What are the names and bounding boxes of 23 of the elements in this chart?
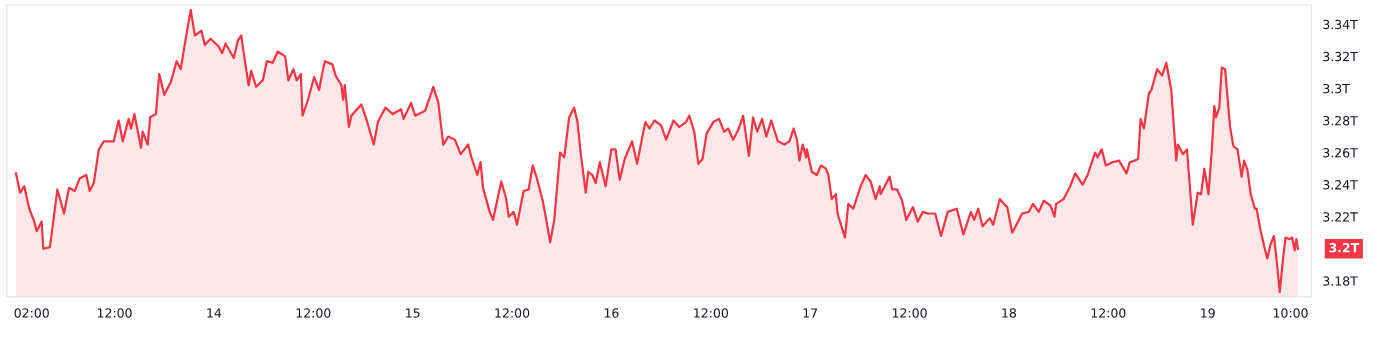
x-tick-label: 18 bbox=[1002, 308, 1017, 318]
y-tick-label: 3.18T bbox=[1323, 276, 1358, 286]
x-tick-label: 19 bbox=[1201, 308, 1215, 318]
y-tick-label: 3.32T bbox=[1323, 51, 1358, 62]
x-tick-label: 12:00 bbox=[694, 308, 728, 318]
x-tick-label: 12:00 bbox=[892, 308, 927, 318]
x-tick-label: 12:00 bbox=[495, 308, 530, 318]
x-tick-label: 12:00 bbox=[296, 308, 331, 318]
x-tick-label: 02:00 bbox=[14, 308, 49, 318]
x-tick-label: 12:00 bbox=[1091, 308, 1126, 318]
x-tick-label: 14 bbox=[207, 308, 222, 318]
x-tick-label: 17 bbox=[803, 308, 818, 318]
y-tick-label: 3.28T bbox=[1323, 115, 1358, 126]
y-tick-label: 3.26T bbox=[1323, 148, 1358, 158]
x-tick-label: 10:00 bbox=[1273, 308, 1308, 318]
x-tick-label: 15 bbox=[406, 308, 420, 318]
y-tick-label: 3.22T bbox=[1323, 212, 1358, 222]
annotation: 3.2T bbox=[1329, 242, 1360, 253]
y-tick-label: 3.24T bbox=[1323, 180, 1358, 190]
y-tick-label: 3.34T bbox=[1323, 19, 1358, 30]
y-tick-label: 3.3T bbox=[1323, 83, 1350, 94]
x-tick-label: 16 bbox=[604, 308, 619, 318]
x-tick-label: 12:00 bbox=[97, 308, 132, 318]
